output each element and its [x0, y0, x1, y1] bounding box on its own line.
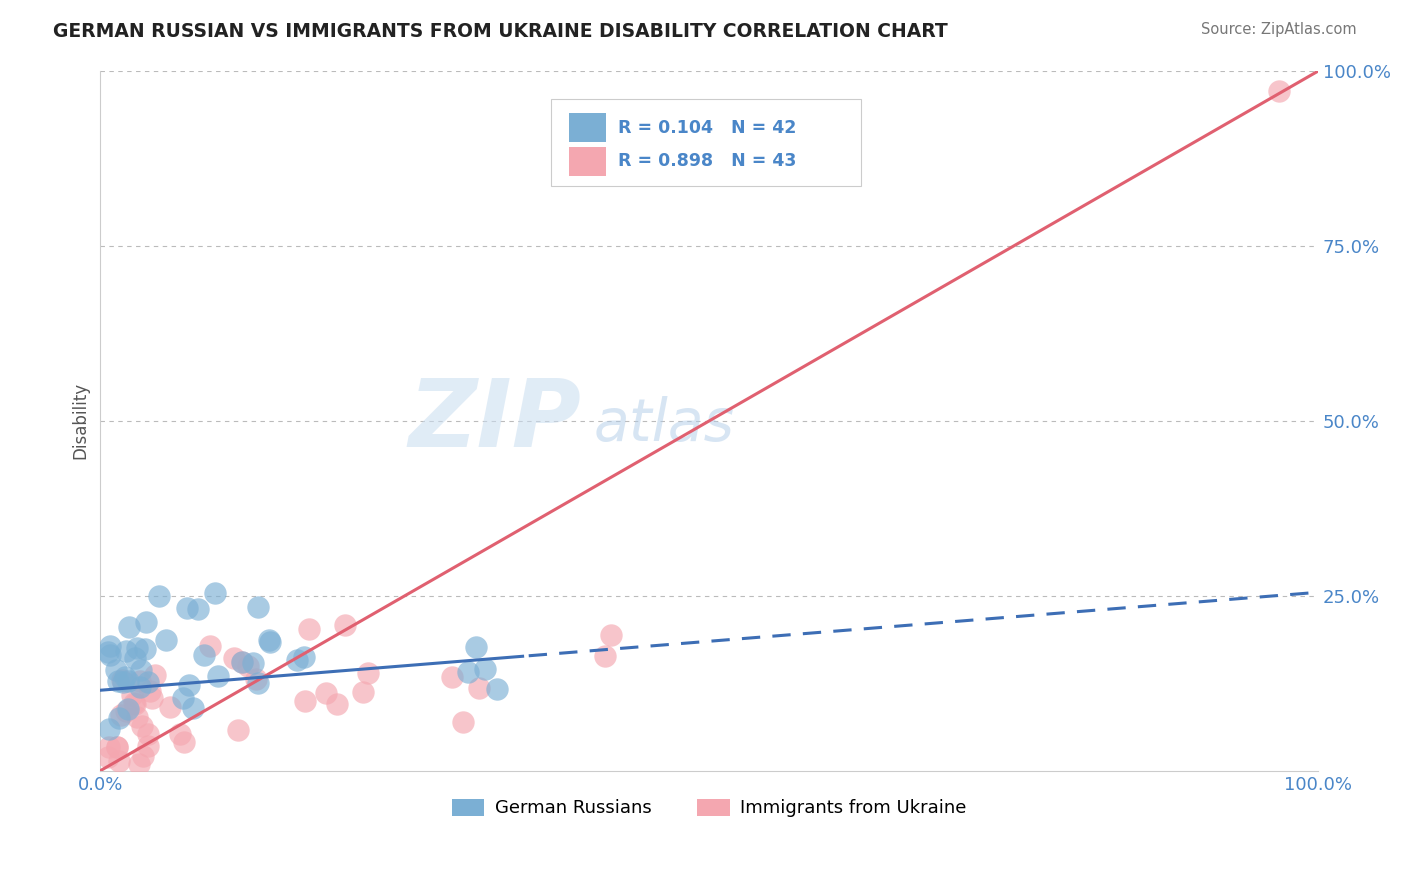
Y-axis label: Disability: Disability [72, 383, 89, 459]
Point [315, 685, 337, 699]
Point [247, 600, 270, 615]
Point [176, 600, 198, 615]
Point [117, 701, 139, 715]
Point [98, 648, 121, 662]
Point [134, 642, 156, 657]
Point [145, 668, 167, 682]
Point [451, 715, 474, 730]
Text: ZIP: ZIP [409, 375, 581, 467]
Point [118, 620, 141, 634]
Point [231, 655, 253, 669]
Point [468, 681, 491, 695]
Point [181, 701, 204, 715]
Point [200, 640, 222, 654]
Point [357, 666, 380, 681]
Point [114, 705, 136, 719]
Point [297, 622, 319, 636]
Point [224, 651, 246, 665]
Text: GERMAN RUSSIAN VS IMMIGRANTS FROM UKRAINE DISABILITY CORRELATION CHART: GERMAN RUSSIAN VS IMMIGRANTS FROM UKRAIN… [53, 22, 948, 41]
Point [486, 682, 509, 697]
Point [335, 618, 357, 632]
Point [132, 748, 155, 763]
Text: R = 0.104   N = 42: R = 0.104 N = 42 [617, 119, 796, 136]
Point [148, 589, 170, 603]
Point [257, 632, 280, 647]
Point [600, 628, 623, 642]
Point [97, 750, 120, 764]
Point [97, 739, 120, 754]
Point [228, 723, 250, 737]
Point [136, 675, 159, 690]
Point [474, 662, 496, 676]
Text: atlas: atlas [593, 396, 734, 453]
Point [285, 653, 308, 667]
Point [231, 655, 253, 669]
FancyBboxPatch shape [551, 99, 862, 186]
Point [464, 640, 486, 654]
Point [242, 656, 264, 670]
FancyBboxPatch shape [569, 146, 606, 176]
Point [111, 675, 134, 690]
Legend: German Russians, Immigrants from Ukraine: German Russians, Immigrants from Ukraine [444, 791, 974, 824]
Point [457, 665, 479, 679]
FancyBboxPatch shape [569, 113, 606, 143]
Point [246, 676, 269, 690]
Point [595, 648, 617, 663]
Point [107, 711, 129, 725]
Point [173, 735, 195, 749]
Point [131, 719, 153, 733]
Point [236, 658, 259, 673]
Point [117, 673, 139, 688]
Point [128, 673, 150, 688]
Point [127, 710, 149, 724]
Point [128, 680, 150, 694]
Point [204, 586, 226, 600]
Point [108, 754, 131, 768]
Point [107, 674, 129, 689]
Point [193, 648, 215, 663]
Point [111, 673, 134, 687]
Point [110, 708, 132, 723]
Point [122, 697, 145, 711]
Point [114, 670, 136, 684]
Point [114, 644, 136, 658]
Point [294, 694, 316, 708]
Point [441, 669, 464, 683]
Point [127, 641, 149, 656]
Point [136, 726, 159, 740]
Point [159, 700, 181, 714]
Point [105, 739, 128, 754]
Text: R = 0.898   N = 43: R = 0.898 N = 43 [617, 153, 796, 170]
Point [155, 633, 177, 648]
Point [292, 650, 315, 665]
Point [128, 757, 150, 772]
Point [259, 635, 281, 649]
Point [121, 688, 143, 702]
Text: Source: ZipAtlas.com: Source: ZipAtlas.com [1201, 22, 1357, 37]
Point [179, 678, 201, 692]
Point [245, 672, 267, 686]
Point [136, 739, 159, 753]
Point [105, 740, 128, 755]
Point [139, 684, 162, 698]
Point [169, 727, 191, 741]
Point [98, 639, 121, 653]
Point [1268, 84, 1291, 98]
Point [135, 615, 157, 629]
Point [141, 691, 163, 706]
Point [326, 698, 349, 712]
Point [172, 691, 194, 706]
Point [124, 650, 146, 665]
Point [96, 645, 118, 659]
Point [207, 669, 229, 683]
Point [187, 601, 209, 615]
Point [129, 663, 152, 677]
Point [104, 663, 127, 677]
Point [98, 722, 121, 736]
Point [124, 697, 146, 711]
Point [352, 684, 374, 698]
